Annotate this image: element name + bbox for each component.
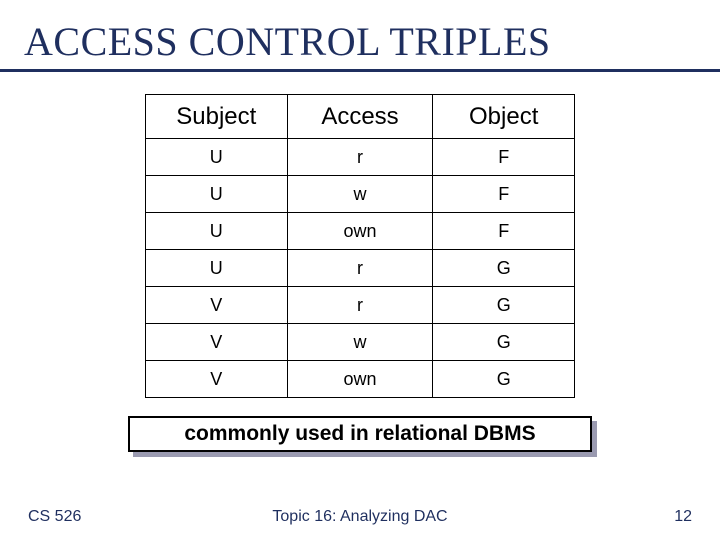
cell-access: w [287, 176, 433, 213]
cell-subject: U [146, 139, 288, 176]
triples-table: Subject Access Object U r F U w F U own … [145, 94, 575, 398]
cell-object: F [433, 139, 575, 176]
table-header-row: Subject Access Object [146, 95, 575, 139]
cell-object: G [433, 250, 575, 287]
triples-table-container: Subject Access Object U r F U w F U own … [145, 94, 575, 398]
col-header-access: Access [287, 95, 433, 139]
footer-topic: Topic 16: Analyzing DAC [168, 508, 552, 526]
cell-access: own [287, 213, 433, 250]
table-row: V own G [146, 361, 575, 398]
caption-front: commonly used in relational DBMS [128, 416, 592, 452]
table-row: U w F [146, 176, 575, 213]
table-row: V r G [146, 287, 575, 324]
table-row: U r F [146, 139, 575, 176]
cell-subject: U [146, 213, 288, 250]
caption-box: commonly used in relational DBMS [128, 416, 592, 458]
cell-subject: V [146, 324, 288, 361]
cell-object: G [433, 287, 575, 324]
table-row: U own F [146, 213, 575, 250]
cell-subject: U [146, 176, 288, 213]
slide-title: ACCESS CONTROL TRIPLES [0, 0, 720, 69]
cell-object: F [433, 176, 575, 213]
footer-course: CS 526 [28, 508, 168, 526]
table-row: U r G [146, 250, 575, 287]
cell-object: G [433, 361, 575, 398]
footer-pagenumber: 12 [552, 508, 692, 526]
cell-access: r [287, 287, 433, 324]
cell-subject: U [146, 250, 288, 287]
slide-footer: CS 526 Topic 16: Analyzing DAC 12 [0, 508, 720, 526]
cell-access: w [287, 324, 433, 361]
cell-object: G [433, 324, 575, 361]
caption-text: commonly used in relational DBMS [184, 422, 535, 446]
cell-access: r [287, 250, 433, 287]
col-header-object: Object [433, 95, 575, 139]
cell-access: own [287, 361, 433, 398]
cell-access: r [287, 139, 433, 176]
table-row: V w G [146, 324, 575, 361]
cell-subject: V [146, 287, 288, 324]
col-header-subject: Subject [146, 95, 288, 139]
cell-object: F [433, 213, 575, 250]
title-underline [0, 69, 720, 72]
cell-subject: V [146, 361, 288, 398]
